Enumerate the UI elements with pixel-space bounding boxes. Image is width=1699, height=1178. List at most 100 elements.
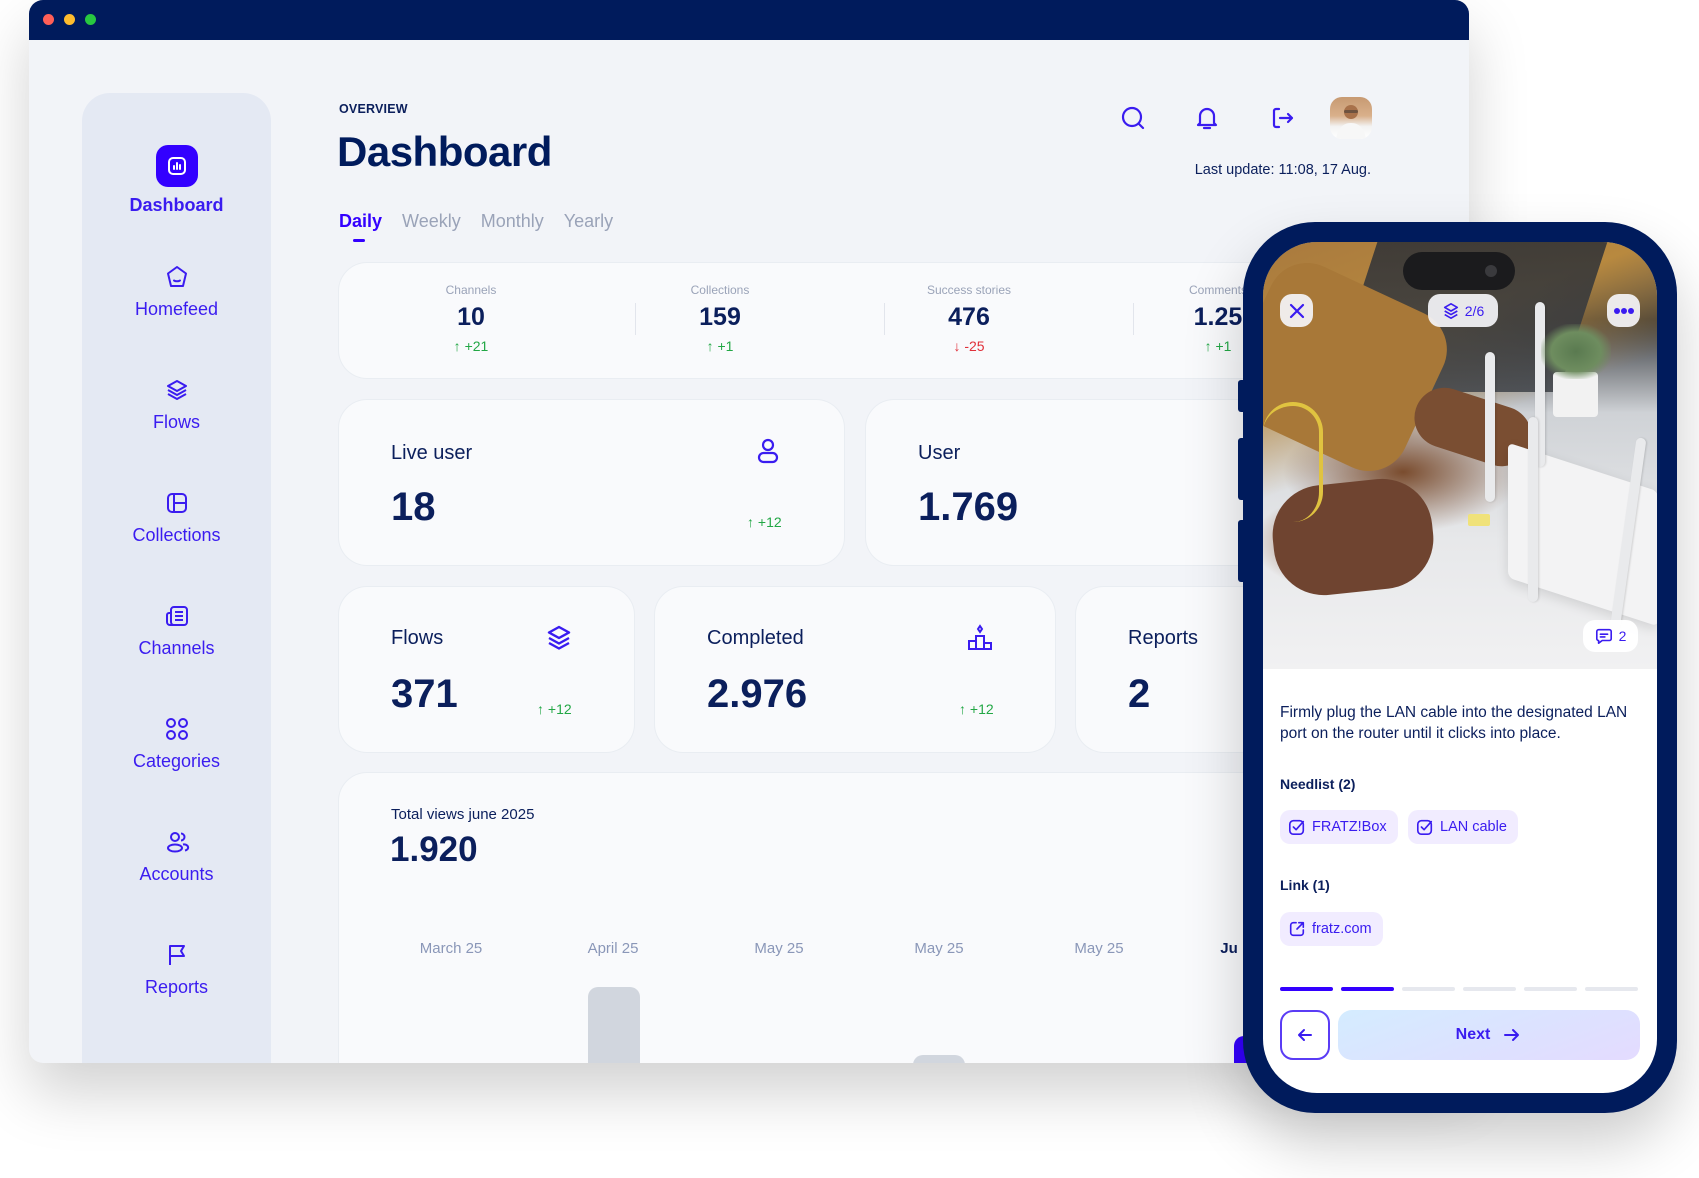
podium-icon xyxy=(968,624,992,650)
needlist-title: Needlist (2) xyxy=(1280,776,1356,792)
layers-icon xyxy=(1443,302,1458,319)
title-bar xyxy=(29,0,1469,40)
search-icon[interactable] xyxy=(1118,103,1148,133)
phone-screen: 2/6 2 Firmly plug the LAN cable into the… xyxy=(1263,242,1657,1093)
arrow-up-icon: ↑ xyxy=(537,701,544,717)
bell-icon[interactable] xyxy=(1192,103,1222,133)
last-update-text: Last update: 11:08, 17 Aug. xyxy=(1194,162,1371,178)
checkbox-checked-icon xyxy=(1416,819,1433,836)
next-button[interactable]: Next xyxy=(1338,1010,1640,1060)
summary-success-stories: Success stories 476 ↓ -25 xyxy=(926,283,1012,354)
chart-bar-may[interactable] xyxy=(913,1055,965,1063)
arrow-up-icon: ↑ xyxy=(453,338,461,354)
progress-segment xyxy=(1402,987,1455,991)
flag-icon xyxy=(168,945,185,965)
avatar[interactable] xyxy=(1330,97,1372,139)
page-overline: OVERVIEW xyxy=(339,102,408,116)
phone-mockup: 2/6 2 Firmly plug the LAN cable into the… xyxy=(1238,222,1677,1113)
close-window-button[interactable] xyxy=(43,14,54,25)
live-user-card[interactable]: Live user 18 ↑ +12 xyxy=(339,400,844,565)
arrow-down-icon: ↓ xyxy=(953,338,961,354)
sidebar-item-collections[interactable]: Collections xyxy=(82,489,271,546)
close-button[interactable] xyxy=(1280,294,1313,327)
x-tick-current: Ju xyxy=(1220,940,1238,957)
views-total: 1.920 xyxy=(390,830,478,869)
phone-volume-down xyxy=(1238,520,1246,582)
sidebar-item-reports[interactable]: Reports xyxy=(82,941,271,998)
sidebar: Dashboard Homefeed Flows Collections Cha… xyxy=(82,93,271,1063)
user-icon xyxy=(757,438,779,464)
arrow-up-icon: ↑ xyxy=(1204,338,1212,354)
arrow-up-icon: ↑ xyxy=(706,338,714,354)
x-tick: March 25 xyxy=(419,940,483,957)
divider xyxy=(1133,303,1134,335)
grid-icon xyxy=(165,718,188,740)
newspaper-icon xyxy=(165,606,188,626)
arrow-right-icon xyxy=(1504,1029,1520,1041)
lan-cable xyxy=(1263,402,1323,522)
progress-segment xyxy=(1280,987,1333,991)
views-label: Total views june 2025 xyxy=(391,806,535,823)
sidebar-item-channels[interactable]: Channels xyxy=(82,602,271,659)
bar-chart-icon xyxy=(155,145,198,187)
period-tabs: Daily Weekly Monthly Yearly xyxy=(339,211,614,242)
sidebar-item-dashboard[interactable]: Dashboard xyxy=(82,145,271,216)
links-title: Link (1) xyxy=(1280,877,1330,893)
sidebar-item-flows[interactable]: Flows xyxy=(82,376,271,433)
home-icon xyxy=(166,266,187,287)
progress-segment xyxy=(1341,987,1394,991)
completed-card[interactable]: Completed 2.976 ↑ +12 xyxy=(655,587,1055,752)
link-item[interactable]: fratz.com xyxy=(1280,912,1383,946)
more-dots-icon xyxy=(1613,307,1634,314)
sidebar-item-homefeed[interactable]: Homefeed xyxy=(82,263,271,320)
x-tick: May 25 xyxy=(1074,940,1124,957)
tab-yearly[interactable]: Yearly xyxy=(563,211,614,231)
summary-channels: Channels 10 ↑ +21 xyxy=(445,283,497,354)
step-counter-badge: 2/6 xyxy=(1428,294,1498,327)
sidebar-item-accounts[interactable]: Accounts xyxy=(82,828,271,885)
logout-icon[interactable] xyxy=(1267,103,1297,133)
chart-bar-april[interactable] xyxy=(588,987,640,1063)
tab-daily[interactable]: Daily xyxy=(339,211,383,242)
back-button[interactable] xyxy=(1280,1010,1330,1060)
progress-segment xyxy=(1585,987,1638,991)
comments-button[interactable]: 2 xyxy=(1583,620,1638,652)
summary-collections: Collections 159 ↑ +1 xyxy=(690,283,750,354)
layers-icon xyxy=(547,625,571,650)
x-tick: May 25 xyxy=(914,940,964,957)
minimize-window-button[interactable] xyxy=(64,14,75,25)
antenna xyxy=(1485,352,1495,502)
needlist-item[interactable]: FRATZ!Box xyxy=(1280,810,1398,844)
antenna xyxy=(1535,302,1545,467)
arrow-up-icon: ↑ xyxy=(747,514,754,530)
zoom-window-button[interactable] xyxy=(85,14,96,25)
phone-side-button xyxy=(1238,380,1246,412)
more-options-button[interactable] xyxy=(1607,294,1640,327)
dashboard-window: Dashboard Homefeed Flows Collections Cha… xyxy=(29,0,1469,1063)
progress-segment xyxy=(1524,987,1577,991)
layers-icon xyxy=(166,380,187,400)
users-icon xyxy=(166,832,189,853)
phone-volume-up xyxy=(1238,438,1246,500)
plant xyxy=(1541,324,1611,379)
arrow-left-icon xyxy=(1298,1029,1312,1041)
summary-strip: Channels 10 ↑ +21 Collections 159 ↑ +1 S… xyxy=(339,263,1339,378)
plant-pot xyxy=(1553,372,1598,417)
layout-icon xyxy=(166,493,187,513)
dynamic-island xyxy=(1403,252,1515,290)
arrow-up-icon: ↑ xyxy=(959,701,966,717)
sidebar-item-categories[interactable]: Categories xyxy=(82,715,271,772)
step-instruction: Firmly plug the LAN cable into the desig… xyxy=(1280,704,1628,742)
flows-card[interactable]: Flows 371 ↑ +12 xyxy=(339,587,634,752)
summary-comments: Comments 1.25 ↑ +1 xyxy=(1188,283,1247,354)
antenna xyxy=(1528,417,1538,602)
progress-segment xyxy=(1463,987,1516,991)
checkbox-checked-icon xyxy=(1288,819,1305,836)
views-chart-card xyxy=(339,773,1379,1063)
external-link-icon xyxy=(1289,921,1305,937)
tab-monthly[interactable]: Monthly xyxy=(480,211,544,231)
tab-weekly[interactable]: Weekly xyxy=(402,211,461,231)
close-icon xyxy=(1289,303,1304,318)
divider xyxy=(884,303,885,335)
needlist-item[interactable]: LAN cable xyxy=(1408,810,1518,844)
